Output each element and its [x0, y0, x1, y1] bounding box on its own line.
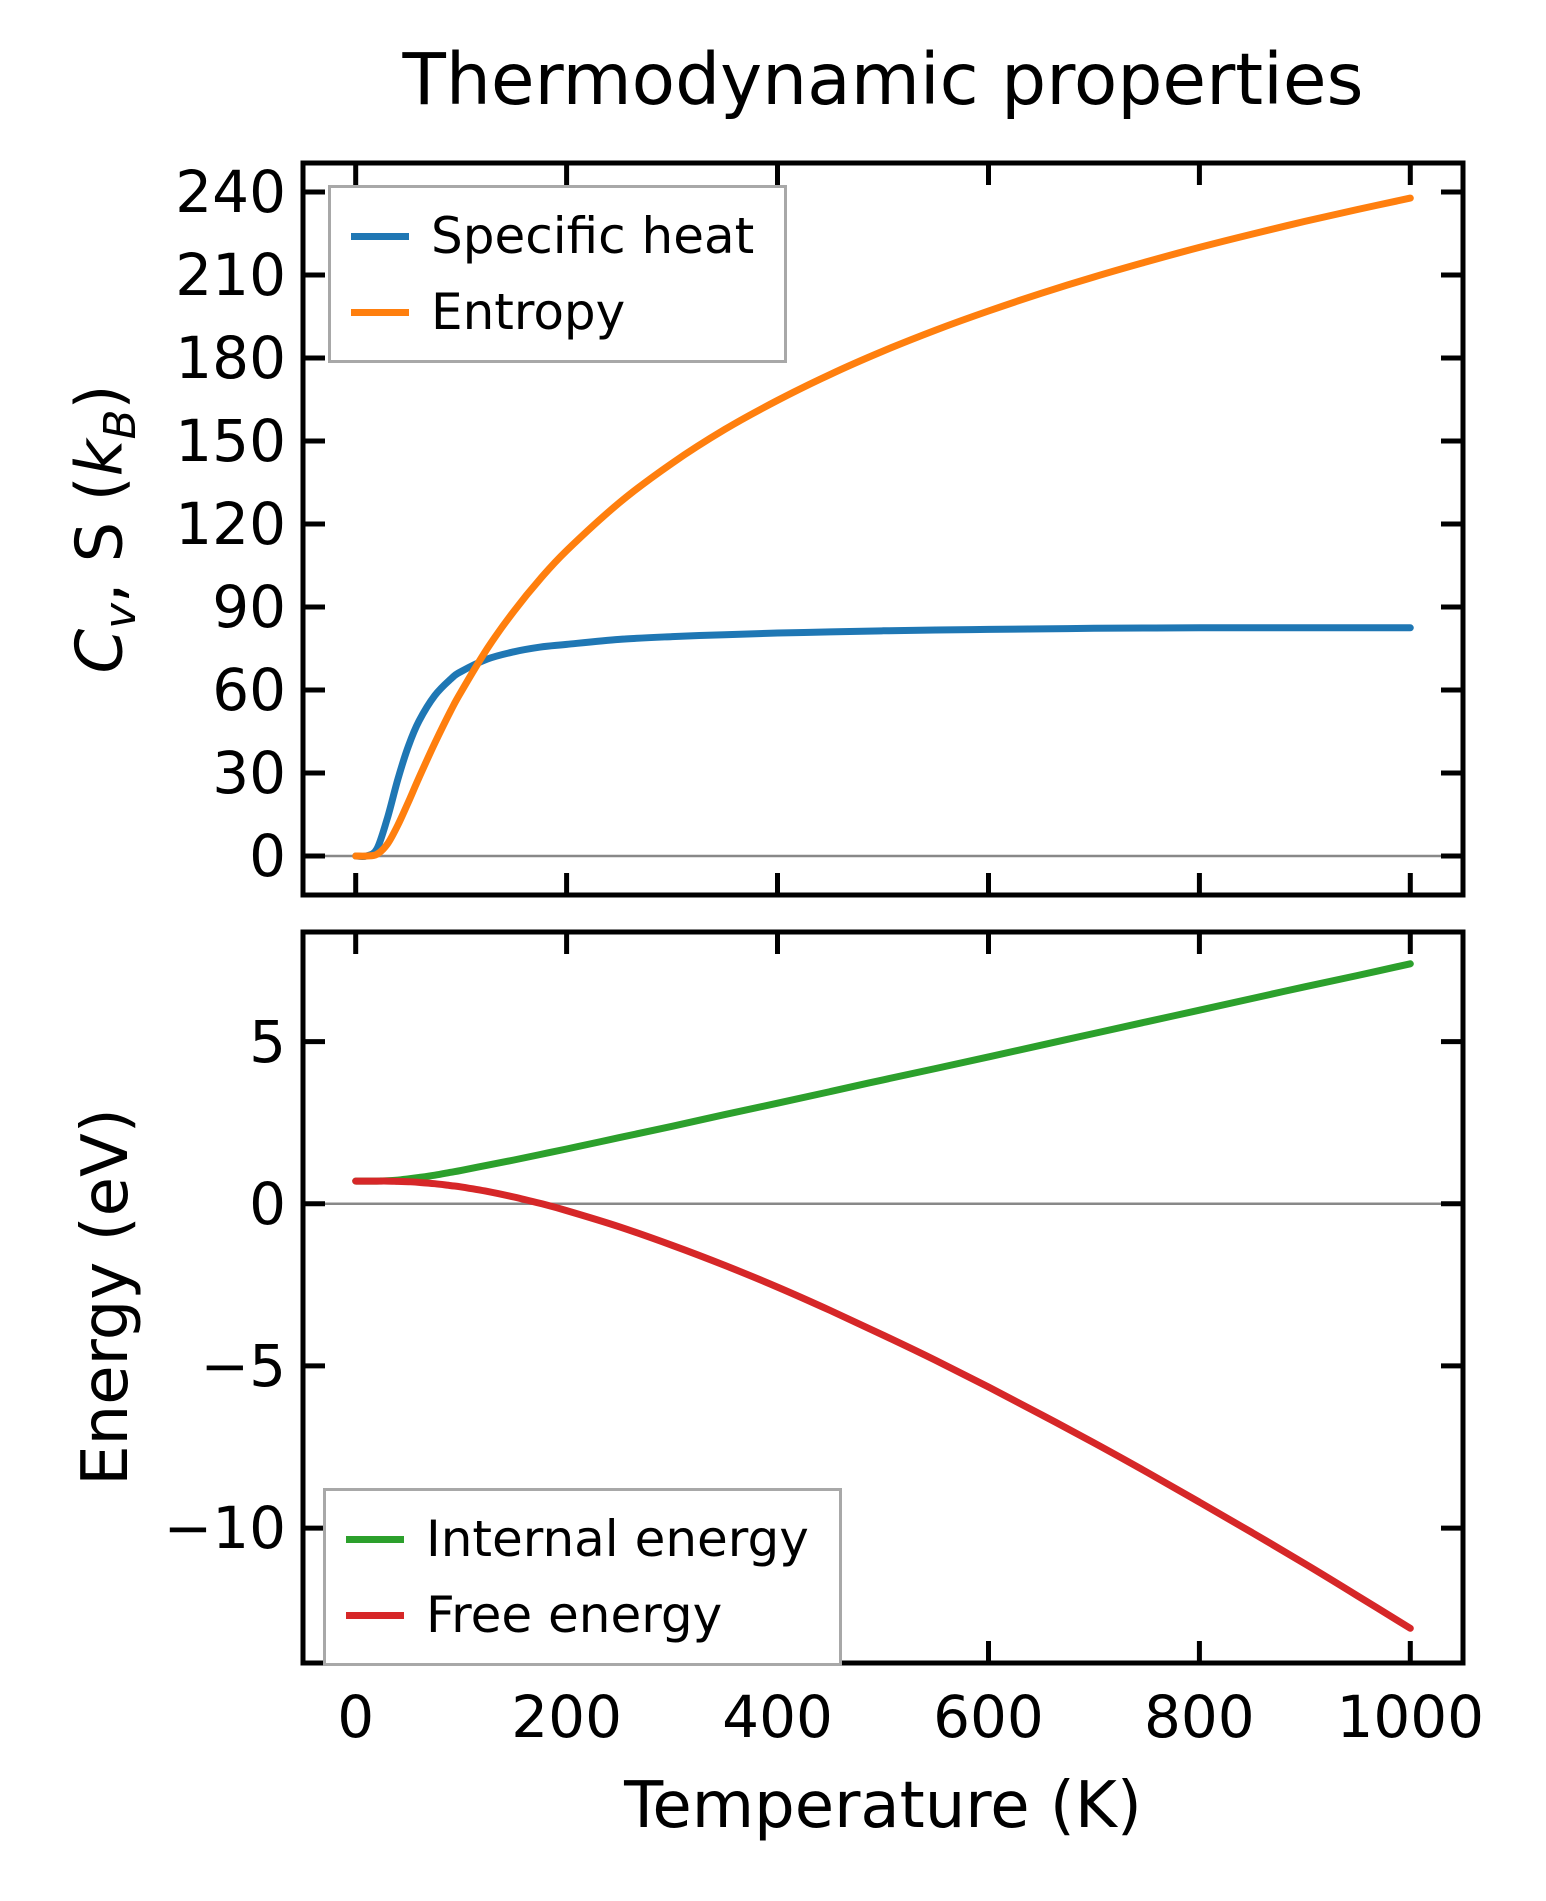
legend-item-label: Internal energy — [426, 1510, 809, 1568]
y-tick-label: 180 — [175, 324, 286, 393]
y-axis-label-bottom: Energy (eV) — [69, 1108, 143, 1486]
y-tick-label: 5 — [249, 1007, 286, 1076]
y-tick-label: 210 — [175, 241, 286, 310]
y-tick-label: 150 — [175, 407, 286, 476]
legend-item: Entropy — [351, 282, 754, 342]
x-tick-label: 0 — [337, 1683, 375, 1751]
legend-item-label: Free energy — [426, 1586, 723, 1644]
legend-line-swatch — [346, 1535, 404, 1543]
y-tick-label: −10 — [163, 1494, 286, 1563]
legend-line-swatch — [351, 308, 409, 316]
legend-line-swatch — [351, 232, 409, 240]
legend-item-label: Specific heat — [431, 207, 755, 265]
y-tick-label: 240 — [175, 158, 286, 227]
x-axis-label: Temperature (K) — [624, 1769, 1142, 1843]
y-tick-label: 60 — [212, 656, 286, 724]
y-tick-label: 90 — [212, 573, 286, 641]
legend-item: Free energy — [346, 1585, 809, 1645]
legend-item: Internal energy — [346, 1509, 809, 1569]
x-tick-label: 200 — [511, 1683, 622, 1751]
legend-line-swatch — [346, 1611, 404, 1619]
x-tick-label: 800 — [1144, 1683, 1255, 1751]
y-tick-label: −5 — [200, 1331, 287, 1400]
y-tick-label: 30 — [212, 739, 286, 807]
legend-bottom: Internal energy Free energy — [323, 1488, 842, 1666]
legend-item: Specific heat — [351, 206, 754, 266]
y-tick-label: 120 — [175, 490, 286, 559]
y-axis-label-top: Cv, S (kB) — [63, 384, 147, 674]
x-tick-label: 600 — [933, 1683, 1044, 1751]
x-tick-label: 1000 — [1336, 1683, 1485, 1751]
figure-title: Thermodynamic properties — [402, 38, 1364, 121]
x-tick-label: 400 — [722, 1683, 833, 1751]
y-tick-label: 0 — [249, 821, 286, 890]
legend-top: Specific heat Entropy — [328, 185, 788, 363]
legend-item-label: Entropy — [431, 283, 626, 341]
y-tick-label: 0 — [249, 1169, 286, 1238]
